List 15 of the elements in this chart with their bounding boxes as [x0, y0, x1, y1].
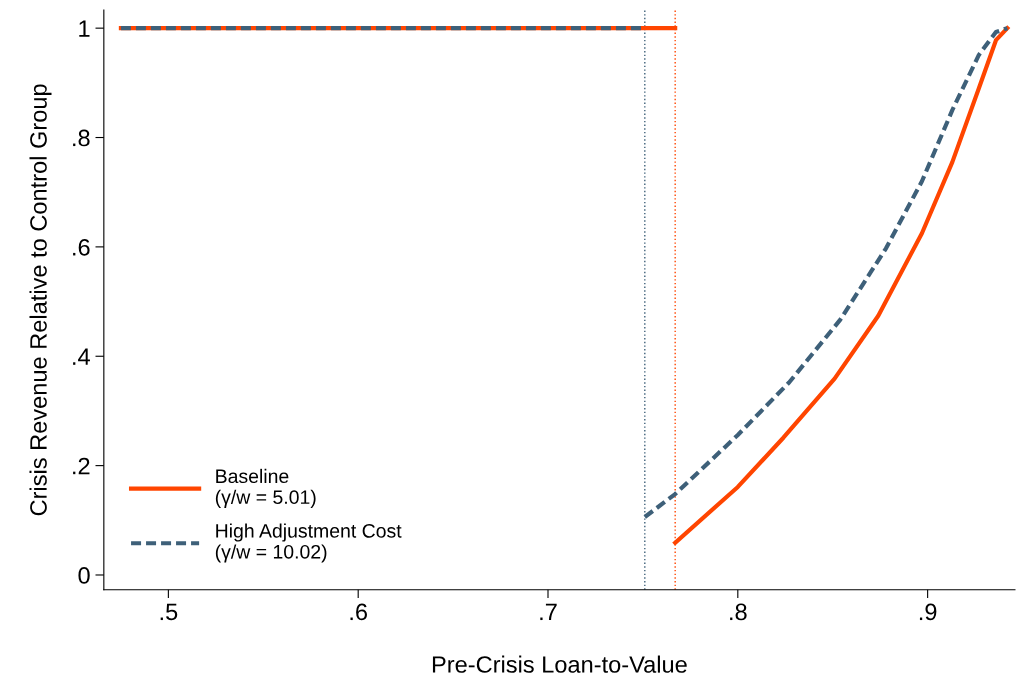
- y-tick-label: 1: [79, 20, 90, 37]
- legend-label: High Adjustment Cost (γ/w = 10.02): [215, 523, 402, 563]
- x-tick-label: .6: [350, 603, 367, 621]
- y-tick-label: 0: [78, 567, 90, 584]
- y-tick-label: .6: [73, 238, 90, 256]
- y-tick-label: .8: [73, 129, 90, 147]
- x-tick-label: .8: [730, 603, 747, 621]
- x-tick-label: .5: [160, 603, 178, 621]
- y-tick-label: .4: [73, 348, 90, 365]
- legend-label: Baseline (γ/w = 5.01): [215, 468, 316, 508]
- y-tick-label: .2: [73, 457, 90, 475]
- x-tick-label: .9: [919, 603, 937, 621]
- x-tick-label: .7: [540, 603, 557, 621]
- y-axis-title: Crisis Revenue Relative to Control Group: [29, 84, 52, 516]
- x-axis-title: Pre-Crisis Loan-to-Value: [432, 655, 687, 673]
